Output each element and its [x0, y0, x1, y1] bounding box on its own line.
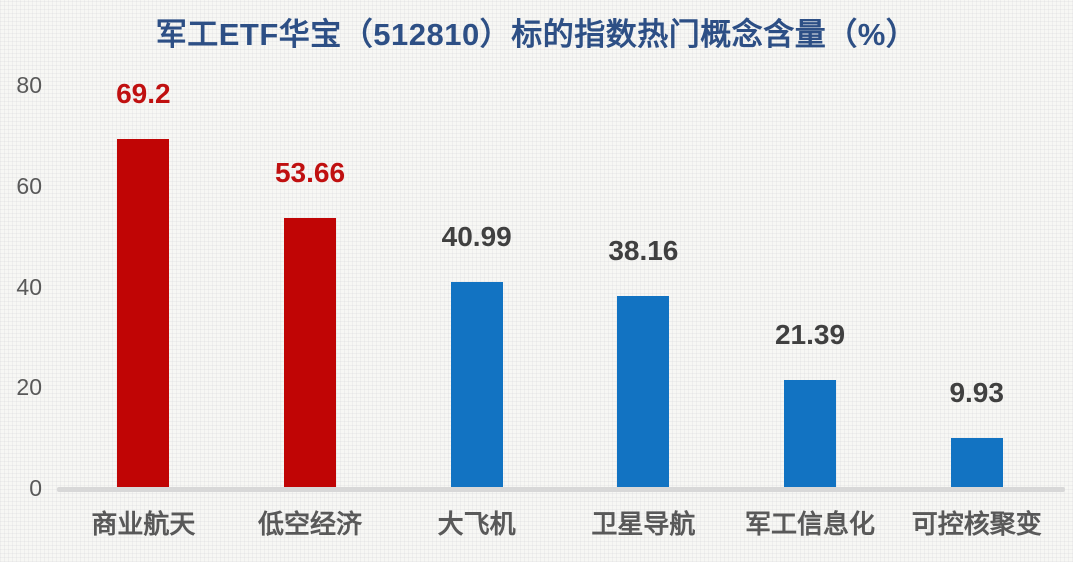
y-axis-tick: 40 — [16, 273, 42, 300]
bar — [950, 437, 1003, 488]
category-label: 大飞机 — [437, 509, 516, 539]
bar-column: 40.99 — [393, 85, 560, 488]
bar — [617, 295, 670, 488]
bar-column: 38.16 — [560, 85, 727, 488]
category-label: 低空经济 — [258, 509, 363, 539]
value-label: 53.66 — [274, 156, 346, 188]
y-axis-tick: 20 — [16, 374, 42, 401]
bar-column: 69.2 — [60, 80, 227, 488]
bar-column: 53.66 — [227, 85, 394, 488]
value-label: 40.99 — [441, 220, 512, 252]
y-axis-tick: 80 — [16, 72, 42, 98]
bar — [284, 217, 336, 488]
y-axis-tick: 0 — [29, 475, 42, 501]
value-label: 21.39 — [774, 319, 846, 351]
bar — [117, 139, 170, 488]
chart-title: 军工ETF华宝（512810）标的指数热门概念含量（%） — [155, 17, 918, 52]
y-axis: 0 20 40 60 80 — [0, 72, 44, 501]
category-label: 可控核聚变 — [911, 509, 1042, 539]
value-label: 69.2 — [116, 78, 171, 110]
x-axis-labels: 商业航天 低空经济 大飞机 卫星导航 军工信息化 可控核聚变 — [60, 504, 1060, 541]
category-label: 商业航天 — [91, 509, 196, 539]
value-label: 38.16 — [608, 234, 679, 266]
plot-area: 69.2 53.66 40.99 38.16 21.39 9.93 — [60, 80, 1060, 488]
bar-column: 21.39 — [727, 85, 894, 488]
category-label: 军工信息化 — [745, 509, 876, 539]
bar-column: 9.93 — [893, 85, 1060, 488]
y-axis-tick: 60 — [16, 172, 42, 199]
category-label: 卫星导航 — [591, 509, 696, 539]
value-label: 9.93 — [949, 376, 1004, 408]
bar — [784, 380, 837, 488]
bar — [450, 281, 503, 488]
x-axis-line — [57, 487, 1065, 492]
